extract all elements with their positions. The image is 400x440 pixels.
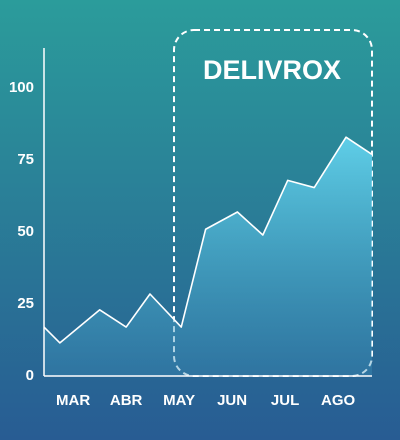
x-tick-label: ABR [110, 392, 143, 409]
x-tick-label: JUL [271, 392, 299, 409]
chart-title: DELIVROX [203, 55, 341, 85]
line [43, 136, 373, 344]
x-tick-label: JUN [217, 392, 247, 409]
y-tick-label: 100 [9, 79, 34, 96]
y-tick-label: 0 [26, 367, 34, 384]
x-tick-label: MAR [56, 392, 90, 409]
y-tick-label: 75 [17, 151, 34, 168]
x-tick-label: AGO [321, 392, 356, 409]
y-tick-label: 25 [17, 295, 34, 312]
y-tick-label: 50 [17, 223, 34, 240]
area [44, 137, 372, 376]
x-tick-label: MAY [163, 392, 195, 409]
